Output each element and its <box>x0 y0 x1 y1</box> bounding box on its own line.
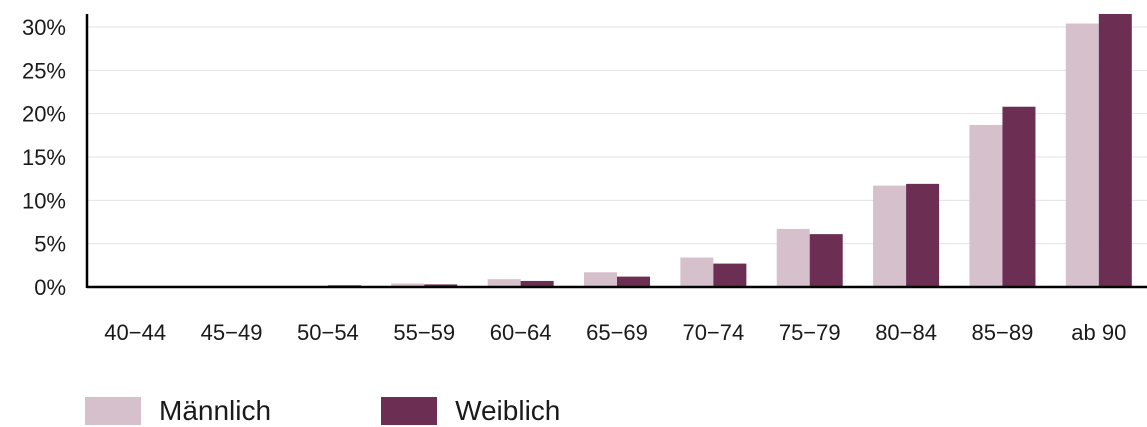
x-tick-label: 65−69 <box>586 320 648 345</box>
y-tick-label: 30% <box>22 15 66 40</box>
legend-item-maennlich: Männlich <box>85 395 271 427</box>
bar-chart: 0% 5% 10% 15% 20% 25% 30% 40−44 45−49 50−54 55−59 6… <box>22 14 1147 345</box>
x-tick-label: ab 90 <box>1071 320 1126 345</box>
x-tick-label: 60−64 <box>490 320 552 345</box>
legend-swatch-weiblich <box>381 397 438 425</box>
x-tick-label: 85−89 <box>972 320 1034 345</box>
bar-maennlich <box>873 185 907 287</box>
x-tick-label: 50−54 <box>297 320 359 345</box>
x-tick-label: 45−49 <box>201 320 263 345</box>
bar-weiblich <box>1098 14 1132 287</box>
x-tick-label: 75−79 <box>779 320 841 345</box>
bar-weiblich <box>617 276 650 287</box>
bar-maennlich <box>680 257 714 287</box>
bar-weiblich <box>713 263 747 287</box>
bar-weiblich <box>424 284 458 287</box>
y-tick-label: 25% <box>22 58 66 83</box>
bar-weiblich <box>906 183 940 287</box>
y-tick-label: 20% <box>22 102 66 127</box>
y-tick-label: 15% <box>22 145 66 170</box>
bar-weiblich <box>520 280 554 287</box>
bar-maennlich <box>776 228 810 287</box>
x-tick-label: 70−74 <box>682 320 744 345</box>
legend-label-weiblich: Weiblich <box>455 395 561 426</box>
bar-maennlich <box>584 272 617 287</box>
legend: Männlich Weiblich <box>85 395 560 427</box>
bar-weiblich <box>809 234 843 287</box>
bar-maennlich <box>487 279 521 287</box>
bar-maennlich <box>1065 23 1099 288</box>
x-tick-label: 80−84 <box>875 320 937 345</box>
legend-label-maennlich: Männlich <box>159 395 272 426</box>
y-tick-label: 0% <box>34 275 66 300</box>
y-tick-label: 5% <box>34 232 66 257</box>
x-tick-label: 40−44 <box>104 320 166 345</box>
y-tick-label: 10% <box>22 188 66 213</box>
bar-maennlich <box>969 124 1003 287</box>
bar-maennlich <box>391 283 425 287</box>
x-tick-label: 55−59 <box>393 320 455 345</box>
bar-weiblich <box>1002 106 1036 287</box>
legend-item-weiblich: Weiblich <box>381 395 560 427</box>
legend-swatch-maennlich <box>85 397 141 425</box>
